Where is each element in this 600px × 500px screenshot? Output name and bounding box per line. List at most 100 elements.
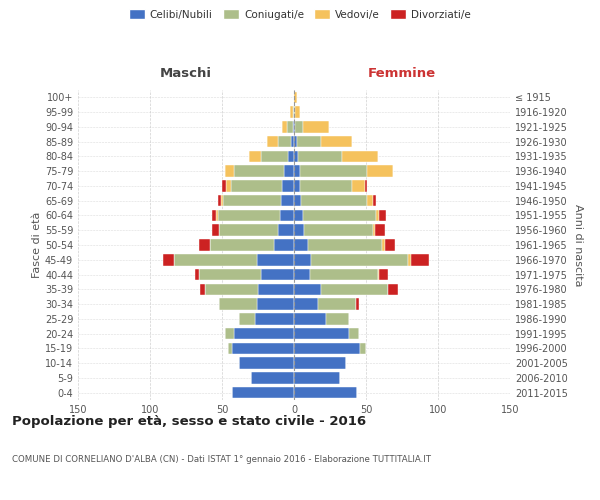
Bar — [223, 195, 281, 206]
Bar — [266, 136, 278, 147]
Bar — [304, 224, 373, 236]
Bar — [199, 269, 261, 280]
Bar — [294, 372, 340, 384]
Bar — [228, 342, 232, 354]
Bar — [322, 136, 352, 147]
Bar — [293, 121, 294, 132]
Y-axis label: Anni di nascita: Anni di nascita — [573, 204, 583, 286]
Text: Popolazione per età, sesso e stato civile - 2016: Popolazione per età, sesso e stato civil… — [12, 415, 366, 428]
Bar — [295, 121, 302, 132]
Bar — [281, 195, 294, 206]
Bar — [294, 166, 300, 177]
Bar — [232, 342, 294, 354]
Y-axis label: Fasce di età: Fasce di età — [32, 212, 42, 278]
Bar — [212, 210, 216, 221]
Bar — [360, 342, 366, 354]
Bar — [287, 121, 293, 132]
Bar — [255, 313, 294, 324]
Bar — [294, 106, 295, 118]
Bar — [297, 136, 322, 147]
Bar — [291, 136, 294, 147]
Bar — [302, 121, 329, 132]
Bar — [294, 328, 349, 340]
Bar — [294, 298, 319, 310]
Bar — [257, 298, 294, 310]
Bar — [310, 269, 377, 280]
Bar — [211, 239, 274, 251]
Bar — [284, 166, 294, 177]
Bar — [367, 166, 394, 177]
Bar — [352, 180, 365, 192]
Bar — [280, 210, 294, 221]
Bar — [239, 313, 255, 324]
Bar — [294, 150, 298, 162]
Bar — [408, 254, 410, 266]
Bar — [294, 284, 322, 295]
Bar — [294, 195, 301, 206]
Bar — [212, 224, 219, 236]
Bar — [257, 254, 294, 266]
Bar — [218, 195, 221, 206]
Bar — [294, 180, 300, 192]
Bar — [194, 269, 199, 280]
Bar — [322, 284, 388, 295]
Bar — [239, 358, 294, 369]
Bar — [294, 136, 297, 147]
Bar — [250, 150, 261, 162]
Bar — [379, 269, 388, 280]
Bar — [373, 195, 376, 206]
Text: COMUNE DI CORNELIANO D'ALBA (CN) - Dati ISTAT 1° gennaio 2016 - Elaborazione TUT: COMUNE DI CORNELIANO D'ALBA (CN) - Dati … — [12, 455, 431, 464]
Bar — [295, 106, 300, 118]
Bar — [294, 387, 358, 398]
Bar — [300, 180, 352, 192]
Bar — [218, 210, 280, 221]
Bar — [308, 239, 382, 251]
Bar — [365, 180, 367, 192]
Bar — [283, 121, 287, 132]
Bar — [382, 239, 385, 251]
Bar — [356, 298, 359, 310]
Bar — [294, 92, 297, 103]
Bar — [200, 284, 205, 295]
Bar — [298, 150, 341, 162]
Legend: Celibi/Nubili, Coniugati/e, Vedovi/e, Divorziati/e: Celibi/Nubili, Coniugati/e, Vedovi/e, Di… — [125, 5, 475, 24]
Bar — [290, 106, 293, 118]
Bar — [367, 195, 373, 206]
Bar — [274, 239, 294, 251]
Text: Maschi: Maschi — [160, 66, 212, 80]
Bar — [225, 166, 233, 177]
Bar — [283, 180, 294, 192]
Bar — [258, 284, 294, 295]
Bar — [377, 269, 379, 280]
Bar — [251, 372, 294, 384]
Bar — [226, 180, 230, 192]
Bar — [199, 239, 211, 251]
Bar — [319, 298, 356, 310]
Bar — [349, 328, 359, 340]
Bar — [294, 210, 302, 221]
Bar — [294, 313, 326, 324]
Bar — [293, 106, 294, 118]
Bar — [219, 224, 278, 236]
Bar — [388, 284, 398, 295]
Bar — [278, 224, 294, 236]
Bar — [311, 254, 408, 266]
Bar — [294, 121, 295, 132]
Bar — [294, 239, 308, 251]
Bar — [261, 150, 288, 162]
Bar — [373, 224, 374, 236]
Bar — [216, 210, 218, 221]
Bar — [385, 239, 395, 251]
Bar — [376, 210, 379, 221]
Bar — [225, 328, 233, 340]
Bar — [288, 150, 294, 162]
Bar — [326, 313, 349, 324]
Bar — [301, 195, 367, 206]
Bar — [175, 254, 257, 266]
Bar — [221, 195, 223, 206]
Bar — [294, 358, 346, 369]
Bar — [302, 210, 376, 221]
Bar — [410, 254, 430, 266]
Bar — [205, 284, 258, 295]
Bar — [374, 224, 385, 236]
